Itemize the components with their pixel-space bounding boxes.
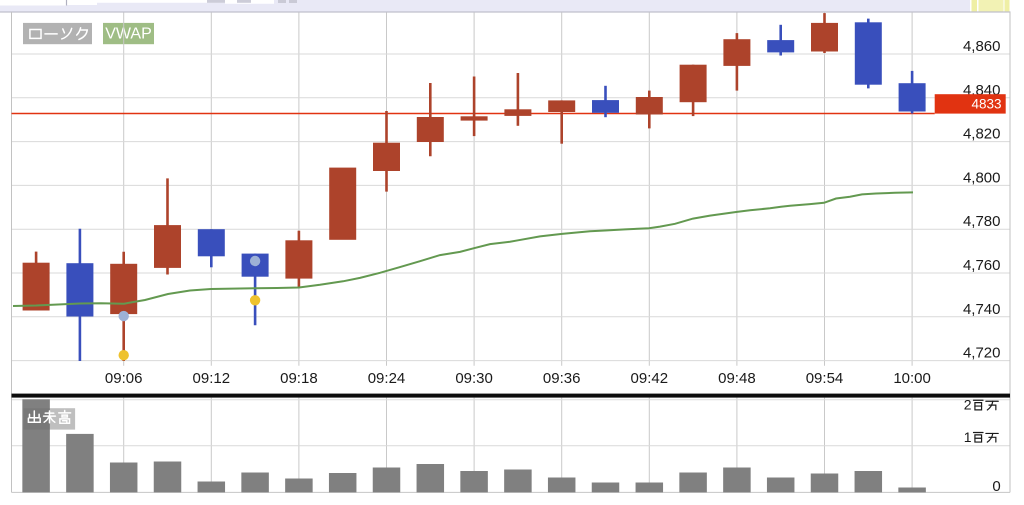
svg-text:2: 2	[964, 397, 972, 413]
svg-text:4,780: 4,780	[963, 213, 1001, 230]
svg-text:4833: 4833	[971, 97, 1001, 112]
svg-text:4,860: 4,860	[963, 38, 1001, 55]
svg-text:09:54: 09:54	[806, 370, 844, 387]
svg-text:4,720: 4,720	[963, 345, 1001, 362]
svg-text:09:42: 09:42	[631, 370, 669, 387]
svg-text:4,820: 4,820	[963, 126, 1001, 143]
svg-text:09:06: 09:06	[105, 370, 143, 387]
svg-text:VWAP: VWAP	[105, 25, 152, 42]
svg-text:4,800: 4,800	[963, 169, 1001, 186]
svg-text:09:18: 09:18	[280, 370, 318, 387]
svg-text:09:48: 09:48	[718, 370, 756, 387]
svg-text:0: 0	[992, 478, 1000, 495]
svg-text:09:30: 09:30	[455, 370, 493, 387]
svg-text:4,760: 4,760	[963, 257, 1001, 274]
svg-text:09:36: 09:36	[543, 370, 581, 387]
svg-text:09:24: 09:24	[368, 370, 406, 387]
svg-text:1: 1	[964, 429, 972, 445]
svg-text:10:00: 10:00	[893, 370, 931, 387]
svg-text:4,740: 4,740	[963, 301, 1001, 318]
svg-text:09:12: 09:12	[193, 370, 231, 387]
